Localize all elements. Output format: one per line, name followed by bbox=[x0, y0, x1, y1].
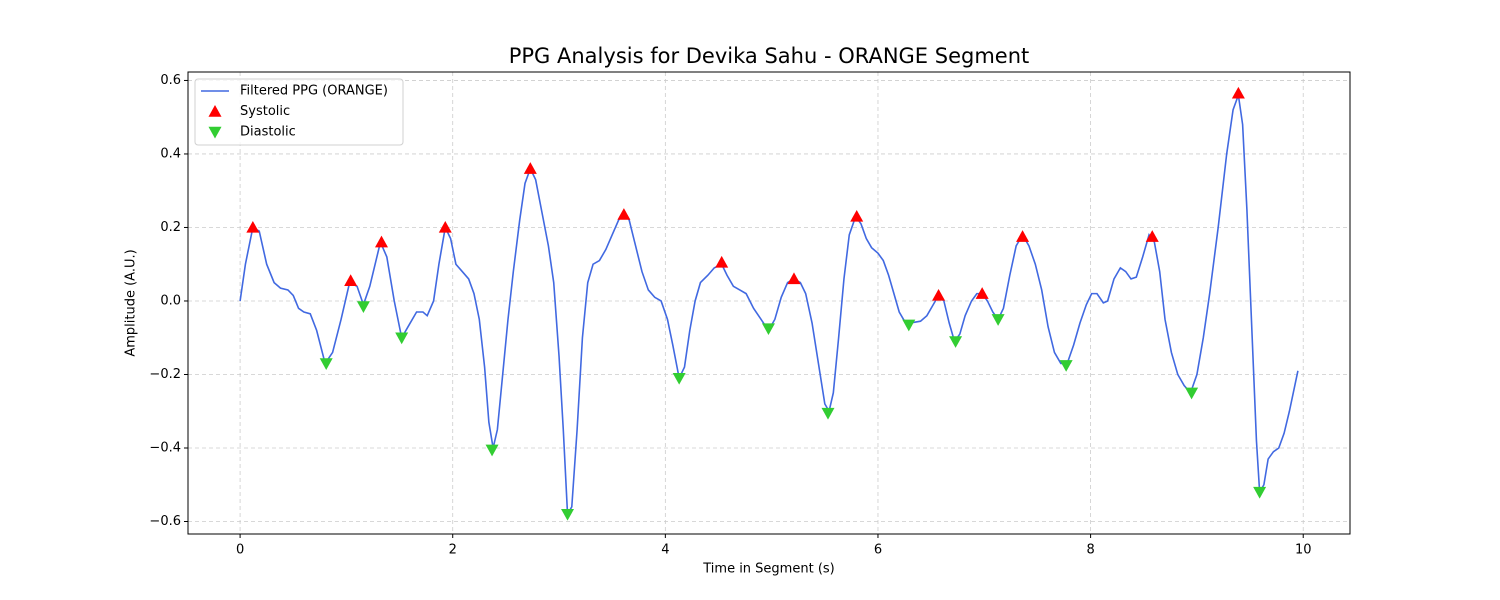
peak-marker bbox=[850, 209, 864, 222]
peak-marker bbox=[1253, 486, 1267, 499]
peak-marker bbox=[1185, 387, 1199, 400]
peak-marker bbox=[523, 162, 537, 174]
peak-marker bbox=[395, 332, 409, 345]
legend-marker bbox=[208, 105, 222, 117]
peak-marker bbox=[975, 287, 989, 299]
peak-marker bbox=[374, 235, 388, 248]
x-tick-label: 2 bbox=[449, 543, 457, 558]
chart-title: PPG Analysis for Devika Sahu - ORANGE Se… bbox=[509, 44, 1030, 68]
y-tick-label: −0.4 bbox=[149, 440, 181, 455]
y-tick-label: 0.4 bbox=[160, 146, 181, 161]
peak-marker bbox=[344, 274, 358, 286]
legend: Filtered PPG (ORANGE) Systolic Diastolic bbox=[194, 78, 404, 146]
legend-label: Systolic bbox=[240, 104, 290, 119]
axes-frame bbox=[187, 71, 1351, 535]
peak-marker bbox=[932, 288, 946, 301]
peak-marker bbox=[787, 272, 801, 285]
peak-marker bbox=[991, 314, 1005, 326]
peak-marker bbox=[561, 508, 575, 521]
y-tick-label: 0.0 bbox=[160, 293, 181, 308]
y-axis-label: Amplitude (A.U.) bbox=[124, 249, 139, 356]
x-tick-label: 10 bbox=[1295, 543, 1312, 558]
peak-marker bbox=[617, 208, 631, 220]
peak-marker bbox=[1016, 230, 1030, 242]
peak-marker bbox=[902, 319, 916, 332]
ppg-line bbox=[239, 94, 1299, 517]
x-tick-label: 4 bbox=[661, 543, 669, 558]
y-tick-label: −0.2 bbox=[149, 367, 181, 382]
y-tick-label: 0.6 bbox=[160, 73, 181, 88]
peak-marker bbox=[246, 220, 260, 233]
peak-marker bbox=[319, 358, 333, 370]
y-tick-label: −0.6 bbox=[149, 514, 181, 529]
x-tick-label: 6 bbox=[874, 543, 882, 558]
legend-label: Diastolic bbox=[240, 125, 296, 140]
peak-marker bbox=[438, 220, 452, 233]
peak-marker bbox=[949, 336, 963, 348]
peak-marker bbox=[715, 255, 729, 268]
legend-marker bbox=[208, 126, 222, 139]
x-tick-label: 0 bbox=[236, 543, 244, 558]
peak-marker bbox=[1059, 360, 1073, 372]
peak-marker bbox=[821, 407, 835, 420]
x-axis-label: Time in Segment (s) bbox=[702, 562, 834, 577]
peak-marker bbox=[485, 444, 499, 457]
peak-marker bbox=[672, 372, 686, 385]
peak-marker bbox=[356, 301, 370, 313]
x-tick-label: 8 bbox=[1086, 543, 1094, 558]
peak-marker bbox=[1231, 86, 1245, 99]
legend-box bbox=[194, 78, 404, 146]
legend-label: Filtered PPG (ORANGE) bbox=[240, 84, 388, 99]
peak-marker bbox=[1145, 230, 1159, 242]
y-tick-label: 0.2 bbox=[160, 220, 181, 235]
peak-marker bbox=[761, 323, 775, 336]
